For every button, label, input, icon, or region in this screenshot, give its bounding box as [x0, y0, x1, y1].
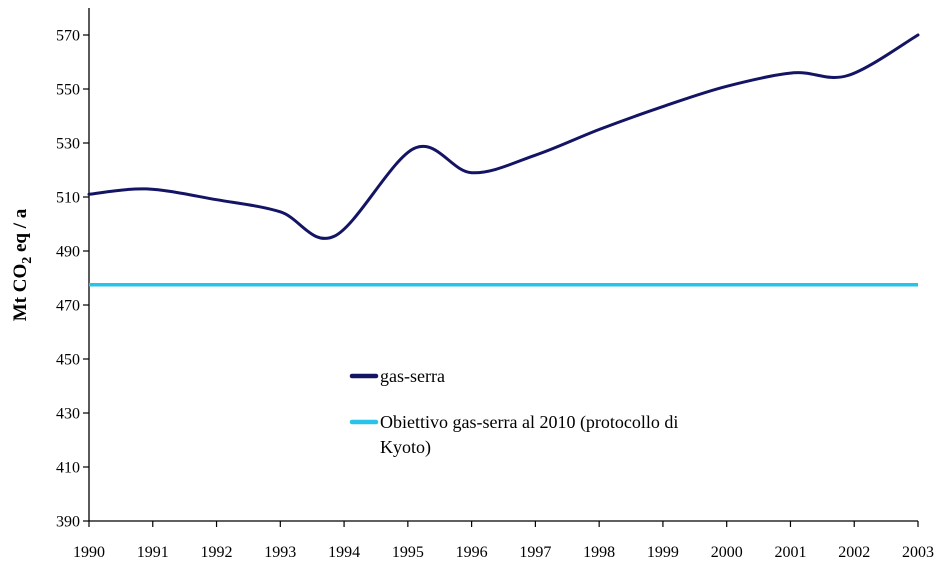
y-tick-label: 550: [56, 82, 80, 99]
x-tick-label: 2003: [902, 544, 934, 561]
y-axis-label-rest: eq / a: [10, 208, 31, 257]
y-tick-label: 570: [56, 28, 80, 45]
y-tick-label: 470: [56, 298, 80, 315]
y-tick-label: 430: [56, 406, 80, 423]
y-tick-label: 390: [56, 514, 80, 531]
x-ticks: 1990 1991 1992 1993 1994 1995 1996 1997 1998 1999…: [73, 521, 934, 561]
y-tick-label: 410: [56, 460, 80, 477]
y-tick-label: 490: [56, 244, 80, 261]
x-tick-label: 2002: [838, 544, 870, 561]
x-tick-label: 2000: [711, 544, 743, 561]
x-tick-label: 1993: [264, 544, 296, 561]
legend-label-kyoto-target-line1: Obiettivo gas-serra al 2010 (protocollo …: [380, 412, 678, 433]
legend: gas-serra Obiettivo gas-serra al 2010 (p…: [349, 366, 678, 458]
x-tick-label: 1990: [73, 544, 105, 561]
y-ticks: 390 410 430 450 470 490 510 530 550 570: [56, 28, 89, 531]
x-tick-label: 1997: [519, 544, 551, 561]
x-tick-label: 1995: [392, 544, 424, 561]
legend-label-kyoto-target-line2: Kyoto): [380, 437, 431, 458]
series-line-gas-serra: [87, 33, 920, 240]
x-tick-label: 2001: [774, 544, 806, 561]
x-tick-label: 1998: [583, 544, 615, 561]
series-lines: [87, 33, 920, 240]
legend-label-gas-serra: gas-serra: [380, 366, 445, 386]
x-tick-label: 1994: [328, 544, 360, 561]
y-tick-label: 530: [56, 136, 80, 153]
y-tick-label: 510: [56, 190, 80, 207]
x-tick-label: 1996: [456, 544, 488, 561]
y-axis-label-main: Mt CO: [10, 264, 31, 322]
y-tick-label: 450: [56, 352, 80, 369]
x-tick-label: 1991: [137, 544, 169, 561]
axes: [88, 8, 918, 522]
y-axis-label: Mt CO2 eq / a: [10, 208, 35, 321]
x-tick-label: 1999: [647, 544, 679, 561]
x-tick-label: 1992: [201, 544, 233, 561]
y-axis-label-subscript: 2: [20, 257, 35, 264]
